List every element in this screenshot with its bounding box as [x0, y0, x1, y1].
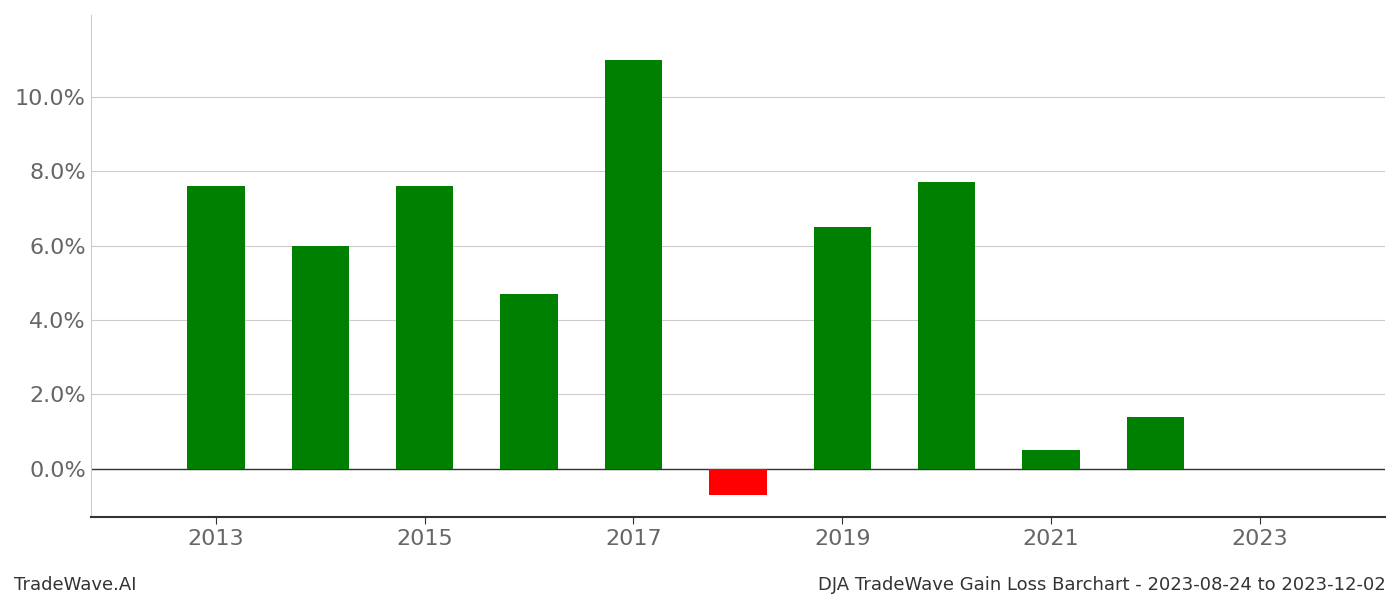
Bar — [291, 245, 349, 469]
Bar — [710, 469, 767, 495]
Bar — [605, 59, 662, 469]
Bar — [918, 182, 976, 469]
Bar — [1022, 450, 1079, 469]
Bar — [813, 227, 871, 469]
Text: DJA TradeWave Gain Loss Barchart - 2023-08-24 to 2023-12-02: DJA TradeWave Gain Loss Barchart - 2023-… — [818, 576, 1386, 594]
Bar — [188, 186, 245, 469]
Bar — [1127, 417, 1184, 469]
Bar — [500, 294, 557, 469]
Bar — [396, 186, 454, 469]
Text: TradeWave.AI: TradeWave.AI — [14, 576, 137, 594]
